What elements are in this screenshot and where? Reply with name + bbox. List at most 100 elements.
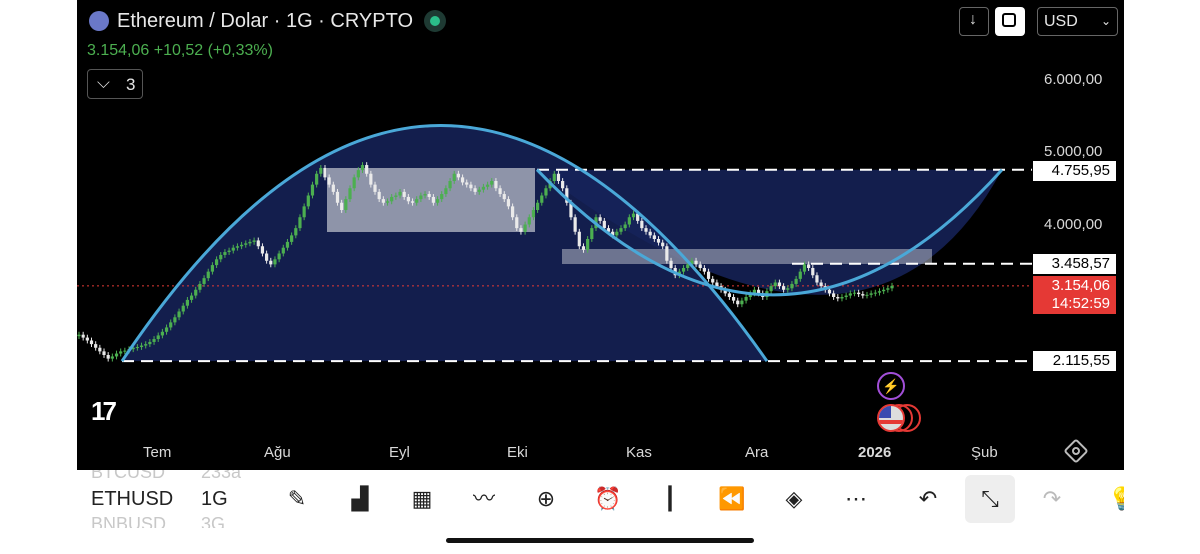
candle-body xyxy=(473,188,477,192)
candle-body xyxy=(686,264,690,268)
candle-body xyxy=(640,220,644,229)
undo-icon[interactable]: ↶ xyxy=(918,486,938,511)
auto-fit-button[interactable] xyxy=(995,7,1025,36)
ghost-timeframe-top[interactable]: 233a xyxy=(201,470,242,482)
indicator-icon[interactable]: 〰 xyxy=(472,486,495,511)
candle-body xyxy=(565,188,569,203)
candle-body xyxy=(715,282,719,287)
candle-body xyxy=(131,347,135,350)
chevron-down-icon: ⌄ xyxy=(1100,14,1111,28)
candle-body xyxy=(410,201,415,203)
candle-body xyxy=(636,213,640,221)
indicators-toggle-button[interactable]: ⌵ 3 xyxy=(87,69,143,99)
price-change: +10,52 xyxy=(153,42,204,59)
events-icon[interactable]: ⚡ xyxy=(877,372,905,400)
ghost-timeframe-bottom[interactable]: 3G xyxy=(201,514,226,528)
arc-curve-left xyxy=(120,124,769,362)
ghost-symbol-bottom[interactable]: BNBUSD xyxy=(91,514,167,528)
candle-body xyxy=(652,235,656,239)
candle-body xyxy=(423,194,427,196)
candle-body xyxy=(390,196,394,202)
candle-body xyxy=(256,240,260,247)
ghost-symbol-top[interactable]: BTCUSD xyxy=(91,470,166,482)
candle-body xyxy=(665,246,669,261)
candle-body xyxy=(98,347,102,352)
idea-icon[interactable]: 💡 xyxy=(1108,486,1124,511)
ethereum-icon xyxy=(89,11,109,31)
candle-body xyxy=(148,341,152,345)
candle-body xyxy=(394,195,398,197)
price-tag-resistance: 4.755,95 xyxy=(1033,161,1116,181)
candle-body xyxy=(369,173,373,185)
price-tag-support: 2.115,55 xyxy=(1033,351,1116,371)
candle-body xyxy=(577,231,581,247)
candle-body xyxy=(623,224,627,229)
pencil-icon[interactable]: ✎ xyxy=(287,486,307,511)
candle-body xyxy=(681,268,686,272)
candle-body xyxy=(756,289,761,294)
candle-body xyxy=(406,196,410,202)
candle-body xyxy=(402,191,406,197)
candle-body xyxy=(481,186,486,190)
timeframe-selector[interactable]: 1G xyxy=(201,488,228,510)
more-icon[interactable]: ⋯ xyxy=(845,486,867,511)
candle-body xyxy=(260,246,265,254)
arc-zone-left xyxy=(122,125,767,362)
currency-select[interactable]: USD ⌄ xyxy=(1037,7,1118,36)
scroll-to-latest-button[interactable]: ↓ xyxy=(959,7,989,36)
candle-body xyxy=(306,195,310,207)
grid-icon[interactable]: ▦ xyxy=(411,486,433,511)
candle-body xyxy=(661,242,665,247)
alarm-icon[interactable]: ⏰ xyxy=(594,486,622,511)
candle-body xyxy=(702,268,706,272)
candle-body xyxy=(315,173,319,185)
candle-body xyxy=(736,300,740,305)
candle-body xyxy=(77,334,81,337)
candle-body xyxy=(189,295,194,300)
symbol-selector[interactable]: ETHUSD xyxy=(91,488,174,510)
candle-body xyxy=(544,188,548,196)
currency-value: USD xyxy=(1044,13,1078,30)
candle-body xyxy=(377,191,381,200)
chart-icon[interactable]: ▟ xyxy=(351,486,369,511)
candle-body xyxy=(277,253,281,260)
candle-body xyxy=(769,286,773,292)
x-tick-label: Eyl xyxy=(389,444,410,461)
candle-body xyxy=(815,275,819,283)
candle-body xyxy=(344,199,348,210)
y-tick-label: 4.000,00 xyxy=(1044,215,1103,233)
candle-body xyxy=(819,282,823,287)
us-flag-icon[interactable] xyxy=(877,404,905,432)
candle-body xyxy=(786,288,790,290)
candle-body xyxy=(214,259,219,266)
candle-body xyxy=(298,217,302,229)
candle-body xyxy=(519,228,523,232)
candle-body xyxy=(194,289,198,296)
candle-body xyxy=(427,194,431,197)
candle-body xyxy=(431,196,435,203)
price-quote: 3.154,06 +10,52 (+0,33%) xyxy=(87,42,273,60)
candle-body xyxy=(598,217,602,221)
candle-body xyxy=(844,295,848,297)
price-chart[interactable] xyxy=(77,0,1124,470)
candle-body xyxy=(573,217,577,232)
candle-body xyxy=(81,334,85,338)
candle-body xyxy=(865,294,869,296)
chart-area[interactable]: Ethereum / Dolar · 1G · CRYPTO 3.154,06 … xyxy=(77,0,1124,470)
candle-body xyxy=(265,253,269,261)
candle-body xyxy=(711,278,715,283)
symbol-title[interactable]: Ethereum / Dolar · 1G · CRYPTO xyxy=(117,10,414,32)
candle-body xyxy=(836,297,840,299)
candle-body xyxy=(106,355,110,359)
candle-body xyxy=(873,292,877,294)
candle-body xyxy=(340,202,344,210)
candle-body xyxy=(156,335,160,340)
candle-body xyxy=(202,278,206,284)
fullscreen-exit-icon[interactable]: ⤡ xyxy=(965,475,1015,523)
candle-body xyxy=(511,206,515,218)
replay-icon[interactable]: ⏪ xyxy=(718,486,746,511)
candle-body xyxy=(540,195,544,203)
candles-icon[interactable]: ┃ xyxy=(663,486,677,511)
plus-icon[interactable]: ⊕ xyxy=(536,486,556,511)
layers-icon[interactable]: ◈ xyxy=(785,486,803,511)
